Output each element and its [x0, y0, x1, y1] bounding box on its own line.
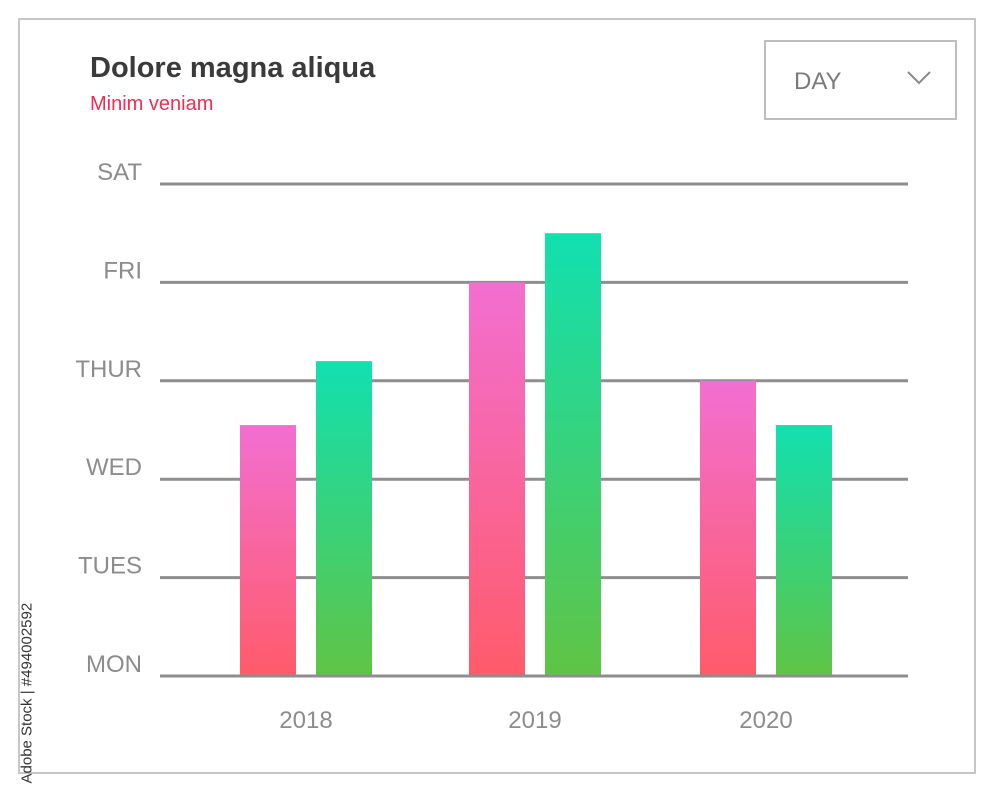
bar-2020-series-1 — [700, 380, 756, 676]
chevron-down-icon — [907, 71, 931, 85]
y-tick-label: FRI — [103, 257, 142, 284]
y-tick-label: WED — [86, 454, 142, 481]
x-axis-labels: 2018 2019 2020 — [279, 707, 792, 734]
x-tick-label: 2020 — [739, 707, 792, 734]
x-tick-label: 2019 — [508, 707, 561, 734]
chart-subtitle: Minim veniam — [90, 93, 214, 115]
y-tick-label: THUR — [75, 356, 142, 383]
bar-2019-series-2 — [545, 233, 601, 676]
period-dropdown[interactable]: DAY — [764, 40, 957, 120]
bars — [160, 233, 908, 678]
bar-2019-series-1 — [469, 282, 525, 676]
y-tick-label: MON — [86, 651, 142, 678]
bar-2018-series-1 — [240, 425, 296, 676]
bar-2018-series-2 — [316, 361, 372, 676]
y-tick-label: SAT — [97, 159, 142, 186]
period-dropdown-value: DAY — [794, 68, 842, 95]
y-tick-label: TUES — [78, 553, 142, 580]
y-axis-labels: MON TUES WED THUR FRI SAT — [75, 159, 142, 678]
chart-title: Dolore magna aliqua — [90, 52, 376, 84]
x-tick-label: 2018 — [279, 707, 332, 734]
bar-2020-series-2 — [776, 425, 832, 676]
